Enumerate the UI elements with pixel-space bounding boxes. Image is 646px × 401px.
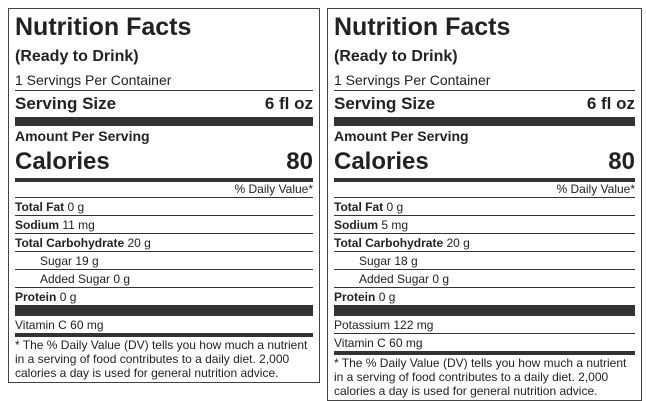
nutrient-amount: 122 mg	[393, 318, 434, 332]
nutrient-name: Protein	[334, 290, 376, 304]
nutrient-amount: 19 g	[75, 254, 99, 268]
nutrient-row: Total Carbohydrate 20 g	[15, 234, 313, 252]
nutrient-amount: 0 g	[113, 272, 131, 286]
calories-label: Calories	[334, 148, 429, 175]
servings: 1 Servings Per Container	[15, 71, 313, 91]
nutrient-amount: 20 g	[127, 236, 151, 250]
nutrient-name: Added Sugar	[40, 272, 111, 286]
serving-size-value: 6 fl oz	[586, 94, 635, 113]
divider	[15, 117, 313, 126]
footnote: * The % Daily Value (DV) tells you how m…	[334, 351, 635, 398]
nutrient-amount: 20 g	[446, 236, 470, 250]
amount-per-serving: Amount Per Serving	[334, 128, 469, 144]
nutrient-row: Sugar 18 g	[334, 252, 635, 270]
nutrient-name: Sugar	[40, 254, 73, 268]
serving-size-label: Serving Size	[334, 94, 436, 113]
divider	[15, 178, 313, 182]
nutrient-name: Sugar	[359, 254, 392, 268]
serving-size: Serving Size 6 fl oz	[15, 91, 313, 117]
nutrition-label: Nutrition Facts (Ready to Drink) 1 Serving…	[327, 8, 642, 401]
nutrient-amount: 0 g	[59, 290, 77, 304]
calories: Calories 80	[334, 146, 635, 178]
subtitle: (Ready to Drink)	[334, 48, 458, 65]
nutrient-amount: 0 g	[378, 290, 396, 304]
nutrition-label: Nutrition Facts (Ready to Drink) 1 Serving…	[8, 8, 320, 383]
title: Nutrition Facts	[334, 13, 511, 41]
serving-size-value: 6 fl oz	[264, 94, 313, 113]
nutrient-amount: 60 mg	[389, 336, 423, 350]
subtitle: (Ready to Drink)	[15, 48, 139, 65]
nutrient-name: Protein	[15, 290, 57, 304]
nutrient-name: Vitamin C	[15, 318, 67, 332]
serving-size: Serving Size 6 fl oz	[334, 91, 635, 117]
nutrient-row: Total Carbohydrate 20 g	[334, 234, 635, 252]
footnote: * The % Daily Value (DV) tells you how m…	[15, 333, 313, 380]
divider	[334, 178, 635, 182]
nutrient-row: Vitamin C 60 mg	[15, 316, 313, 333]
nutrient-amount: 60 mg	[70, 318, 104, 332]
nutrient-amount: 0 g	[386, 200, 404, 214]
nutrient-name: Total Carbohydrate	[334, 236, 444, 250]
calories: Calories 80	[15, 146, 313, 178]
nutrient-amount: 5 mg	[381, 218, 409, 232]
daily-value-header: % Daily Value*	[334, 182, 635, 198]
serving-size-label: Serving Size	[15, 94, 117, 113]
calories-value: 80	[286, 148, 313, 175]
nutrient-name: Total Fat	[15, 200, 65, 214]
nutrient-name: Added Sugar	[359, 272, 430, 286]
calories-label: Calories	[15, 148, 110, 175]
amount-per-serving: Amount Per Serving	[15, 128, 150, 144]
nutrient-row: Total Fat 0 g	[15, 198, 313, 216]
nutrient-amount: 18 g	[394, 254, 418, 268]
nutrient-row: Added Sugar 0 g	[15, 270, 313, 288]
calories-value: 80	[608, 148, 635, 175]
nutrient-row: Added Sugar 0 g	[334, 270, 635, 288]
daily-value-header: % Daily Value*	[15, 182, 313, 198]
nutrient-amount: 0 g	[67, 200, 85, 214]
nutrient-row: Potassium 122 mg	[334, 316, 635, 334]
servings: 1 Servings Per Container	[334, 71, 635, 91]
divider	[334, 117, 635, 126]
nutrient-row: Sugar 19 g	[15, 252, 313, 270]
nutrient-amount: 11 mg	[62, 218, 95, 232]
nutrient-row: Protein 0 g	[334, 288, 635, 305]
nutrient-row: Sodium 5 mg	[334, 216, 635, 234]
nutrient-name: Total Fat	[334, 200, 384, 214]
divider	[15, 305, 313, 316]
nutrient-row: Sodium 11 mg	[15, 216, 313, 234]
nutrient-row: Protein 0 g	[15, 288, 313, 305]
nutrient-amount: 0 g	[432, 272, 450, 286]
nutrient-row: Total Fat 0 g	[334, 198, 635, 216]
nutrient-name: Total Carbohydrate	[15, 236, 125, 250]
nutrient-name: Sodium	[334, 218, 378, 232]
nutrient-row: Vitamin C 60 mg	[334, 334, 635, 351]
divider	[334, 305, 635, 316]
nutrient-name: Vitamin C	[334, 336, 386, 350]
nutrient-name: Potassium	[334, 318, 391, 332]
nutrient-name: Sodium	[15, 218, 59, 232]
title: Nutrition Facts	[15, 13, 192, 41]
